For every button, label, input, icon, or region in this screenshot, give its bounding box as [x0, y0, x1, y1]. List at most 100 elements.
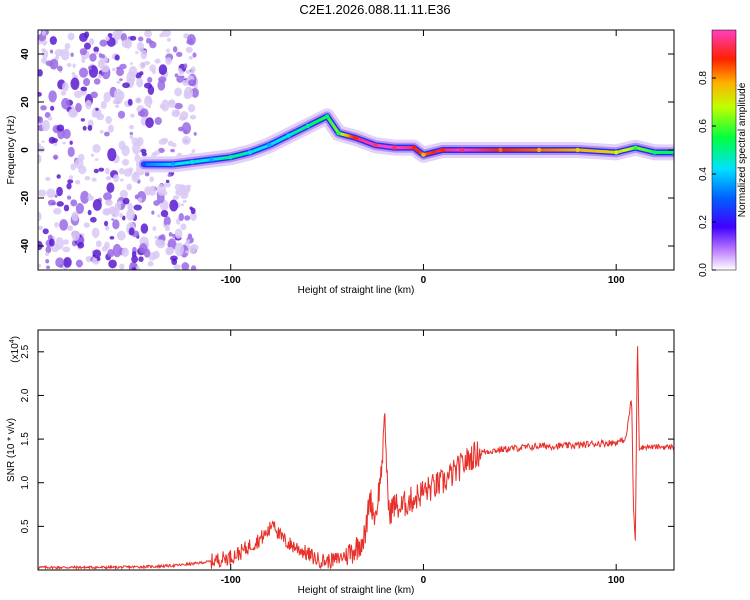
- spectrogram-noise-blob: [191, 149, 196, 154]
- spectrogram-noise-blob: [46, 265, 51, 270]
- spectrogram-noise-blob: [112, 99, 117, 105]
- spectrogram-noise-blob: [134, 194, 139, 200]
- spectrogram-noise-blob: [70, 163, 76, 171]
- spectrogram-noise-blob: [185, 70, 191, 75]
- spectrogram-ridge-point: [373, 143, 378, 148]
- spectrogram-noise-blob: [105, 36, 110, 42]
- spectrogram-noise-blob: [62, 82, 69, 92]
- spectrogram-noise-blob: [131, 267, 137, 270]
- spectrogram-noise-blob: [174, 102, 183, 110]
- spectrogram-noise-blob: [38, 92, 42, 97]
- spectrogram-noise-blob: [190, 66, 196, 74]
- spectrogram-noise-blob: [38, 145, 46, 153]
- spectrogram-noise-blob: [97, 59, 105, 69]
- spectrogram-noise-blob: [75, 202, 85, 215]
- spectrogram-noise-blob: [92, 249, 102, 259]
- colorbar-tick-label: 0.4: [698, 167, 709, 181]
- spectrogram-noise-blob: [131, 172, 140, 183]
- spectrogram-noise-blob: [131, 255, 138, 263]
- spectrogram-noise-blob: [66, 195, 72, 200]
- spectrogram-noise-blob: [135, 72, 142, 79]
- spectrogram-noise-blob: [45, 245, 52, 254]
- spectrogram-noise-blob: [84, 31, 90, 39]
- spectrogram-noise-blob: [185, 239, 190, 244]
- spectrogram-noise-blob: [55, 257, 65, 268]
- spectrogram-noise-blob: [103, 131, 110, 137]
- spectrogram-noise-blob: [56, 174, 61, 179]
- spectrogram-ridge-point: [411, 145, 417, 150]
- spectrogram-noise-blob: [175, 218, 181, 225]
- snr-scale-prefix: (x10: [10, 343, 21, 363]
- spectrogram-noise-blob: [154, 58, 161, 64]
- spectrogram-noise-blob: [69, 140, 73, 145]
- spectrogram-noise-blob: [113, 88, 123, 102]
- snr-panel: -100 0 100 0.5 1.0 1.5 2.0 2.5 Height of strai…: [6, 329, 675, 596]
- snr-ytick-label: 0.5: [20, 519, 31, 533]
- spectrogram-noise-blob: [159, 103, 166, 110]
- spectrogram-noise-blob: [187, 233, 193, 239]
- spectrogram-noise-blob: [88, 65, 92, 71]
- spectrogram-noise-blob: [174, 242, 184, 257]
- spectrogram-noise-blob: [104, 220, 109, 227]
- spectrogram-noise-blob: [77, 241, 85, 249]
- spectrogram-noise-blob: [149, 41, 157, 49]
- spectrogram-noise-blob: [70, 52, 74, 57]
- spectrogram-noise-blob: [54, 194, 58, 198]
- spectrogram-noise-blob: [38, 240, 43, 251]
- spectrogram-noise-blob: [138, 256, 144, 262]
- spectrogram-noise-blob: [129, 62, 134, 66]
- spectrogram-noise-blob: [186, 39, 193, 45]
- spectrogram-noise-blob: [152, 69, 156, 75]
- spectrogram-ridge-point: [305, 123, 311, 129]
- spectrogram-ridge-point: [267, 143, 272, 148]
- spectrogram-noise-blob: [172, 46, 178, 53]
- spectrogram-noise-blob: [129, 131, 134, 136]
- spectrogram-noise-blob: [100, 100, 107, 110]
- spectrogram-noise-blob: [167, 37, 171, 42]
- spectrogram-ridge-point: [633, 145, 638, 150]
- spectrogram-noise-blob: [83, 77, 91, 87]
- spectrogram-noise-blob: [176, 75, 184, 83]
- spectrogram-noise-blob: [140, 223, 149, 234]
- spectrogram-noise-blob: [140, 49, 148, 60]
- spectrogram-noise-blob: [171, 109, 180, 118]
- spectrogram-noise-blob: [121, 215, 126, 221]
- spectrogram-ridge-point: [247, 150, 253, 155]
- spectrogram-noise-blob: [66, 182, 72, 190]
- snr-ytick-label: 1.0: [20, 475, 31, 489]
- spectrogram-noise-blob: [49, 36, 57, 45]
- spectrogram-noise-blob: [81, 57, 86, 64]
- spectrogram-noise-blob: [90, 91, 99, 99]
- spectrogram-noise-blob: [147, 76, 153, 83]
- spectrogram-noise-blob: [144, 60, 151, 66]
- spectrogram-noise-blob: [89, 53, 97, 62]
- spectrogram-noise-blob: [185, 250, 190, 254]
- spectrogram-noise-blob: [107, 124, 114, 133]
- spectrogram-noise-blob: [192, 52, 197, 58]
- spectrogram-noise-blob: [98, 167, 105, 172]
- spectrogram-noise-blob: [56, 124, 65, 132]
- spectrogram-noise-blob: [107, 147, 117, 162]
- spectrogram-noise-blob: [135, 97, 142, 104]
- spectrogram-noise-blob: [67, 225, 74, 231]
- spectrogram-noise-blob: [112, 67, 116, 72]
- spectrogram-noise-blob: [122, 197, 130, 205]
- spectrogram-noise-blob: [189, 245, 197, 254]
- spectrogram-noise-blob: [189, 206, 193, 210]
- spectrogram-noise-blob: [191, 87, 199, 98]
- spectrogram-noise-blob: [90, 153, 95, 157]
- spectrogram-ytick-label: -40: [20, 238, 31, 253]
- spectrogram-ridge-point: [141, 162, 147, 167]
- spectrogram-noise-blob: [45, 259, 50, 264]
- spectrogram-noise-blob: [67, 32, 75, 41]
- spectrogram-noise-blob: [55, 237, 64, 250]
- spectrogram-noise-blob: [183, 63, 188, 69]
- snr-frame: [37, 329, 675, 571]
- spectrogram-noise-blob: [113, 174, 120, 183]
- snr-ytick-label: 2.5: [20, 344, 31, 358]
- svg-text:(x104): (x104): [9, 336, 21, 363]
- spectrogram-xtick-label: -100: [221, 275, 241, 286]
- spectrogram-ridge-point: [324, 114, 330, 119]
- colorbar-tick-label: 0.8: [698, 71, 709, 85]
- spectrogram-noise-blob: [151, 210, 155, 215]
